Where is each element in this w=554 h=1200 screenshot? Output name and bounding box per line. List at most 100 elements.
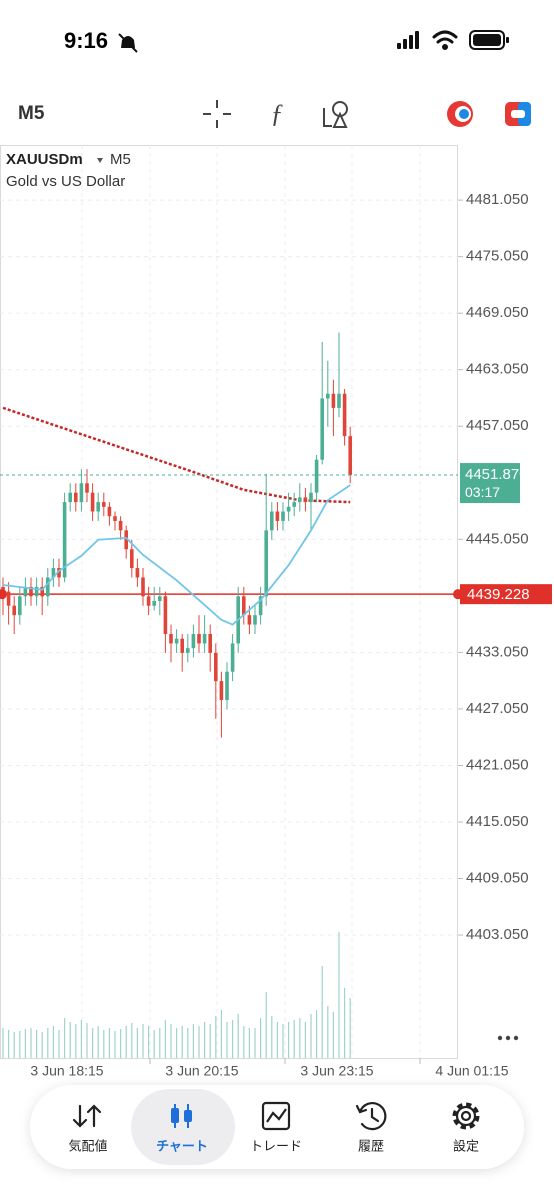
- mute-icon: [118, 33, 138, 53]
- candle-body: [286, 506, 291, 512]
- quotes-icon[interactable]: [72, 1104, 102, 1128]
- volume-bar: [24, 1029, 26, 1058]
- crosshair-button[interactable]: [203, 100, 231, 128]
- candle-body: [118, 520, 123, 531]
- candle-body: [46, 577, 50, 597]
- candle-body: [141, 577, 145, 597]
- volume-bar: [103, 1030, 105, 1058]
- volume-bar: [86, 1023, 88, 1058]
- volume-bar: [80, 1020, 82, 1058]
- candle-body: [309, 492, 313, 503]
- candle-body: [202, 634, 207, 644]
- symbol-dropdown[interactable]: [97, 158, 103, 163]
- current-price-label: 4451.870: [465, 466, 528, 483]
- clock: 9:16: [64, 28, 108, 53]
- volume-bar: [271, 1016, 273, 1058]
- candle-body: [320, 398, 324, 460]
- volume-bar: [220, 1010, 222, 1058]
- volume-bar: [97, 1026, 99, 1058]
- candle-body: [23, 586, 28, 597]
- volume-bar: [8, 1030, 10, 1058]
- candle-body: [74, 492, 78, 503]
- candle-body: [62, 502, 67, 578]
- volume-bar: [215, 1016, 217, 1058]
- candle-body: [51, 568, 56, 578]
- volume-bar: [125, 1026, 127, 1058]
- candle-body: [107, 506, 112, 517]
- candle-body: [292, 502, 296, 507]
- volume-bar: [52, 1026, 54, 1058]
- layout-button[interactable]: [505, 102, 531, 126]
- candle-body: [326, 393, 330, 399]
- trade-button[interactable]: [447, 101, 473, 127]
- volume-bar: [265, 992, 267, 1058]
- y-tick-label: 4475.050: [466, 248, 529, 265]
- candle-body: [225, 671, 229, 700]
- candle-body: [247, 615, 252, 625]
- candle-body: [29, 586, 33, 597]
- trade-icon[interactable]: [261, 1101, 291, 1131]
- volume-bar: [338, 932, 340, 1058]
- volume-bar: [304, 1022, 306, 1058]
- volume-bar: [316, 1010, 318, 1058]
- volume-bar: [198, 1026, 200, 1058]
- y-tick-label: 4457.050: [466, 417, 529, 434]
- candle-body: [18, 596, 22, 616]
- chart-icon[interactable]: [171, 1104, 192, 1128]
- candle-body: [169, 634, 173, 644]
- candle-body: [158, 596, 162, 602]
- volume-bar: [2, 1028, 4, 1058]
- objects-button[interactable]: [323, 101, 348, 128]
- volume-bar: [19, 1031, 21, 1058]
- candle-body: [253, 615, 257, 625]
- settings-icon[interactable]: [452, 1102, 480, 1130]
- volume-bar: [13, 1032, 15, 1058]
- volume-bar: [41, 1032, 43, 1058]
- volume-bar: [232, 1020, 234, 1058]
- volume-bar: [243, 1026, 245, 1058]
- candle-body: [163, 596, 168, 635]
- battery-icon: [469, 30, 509, 50]
- signal-icon: [397, 31, 419, 49]
- volume-bar: [181, 1026, 183, 1058]
- candle-body: [12, 605, 16, 616]
- candle-body: [331, 393, 336, 408]
- candle-body: [197, 634, 201, 644]
- volume-bar: [248, 1028, 250, 1058]
- candle-body: [146, 596, 151, 606]
- candle-body: [85, 483, 89, 493]
- countdown: 03:17: [465, 484, 500, 500]
- volume-bar: [58, 1030, 60, 1058]
- history-icon[interactable]: [355, 1102, 387, 1131]
- y-tick-label: 4403.050: [466, 926, 529, 943]
- more-button[interactable]: [497, 1035, 519, 1041]
- y-tick-label: 4469.050: [466, 304, 529, 321]
- candle-body: [6, 591, 11, 606]
- volume-bar: [75, 1024, 77, 1058]
- current-price-bg: [460, 463, 520, 504]
- symbol-description: Gold vs US Dollar: [6, 173, 125, 190]
- candle-body: [57, 568, 61, 578]
- volume-bar: [69, 1022, 71, 1058]
- y-tick-label: 4445.050: [466, 530, 529, 547]
- indicators-button[interactable]: ƒ: [271, 99, 284, 128]
- level-handle: [453, 589, 463, 600]
- volume-bar: [136, 1028, 138, 1058]
- candle-body: [90, 492, 95, 512]
- volume-bar: [47, 1028, 49, 1058]
- volume-bar: [164, 1020, 166, 1058]
- y-tick-label: 4433.050: [466, 643, 529, 660]
- volume-bar: [159, 1028, 161, 1058]
- volume-bar: [209, 1024, 211, 1058]
- volume-bar: [327, 1006, 329, 1058]
- candle-body: [135, 568, 140, 578]
- y-tick-label: 4463.050: [466, 361, 529, 378]
- timeframe-button[interactable]: M5: [18, 103, 45, 124]
- fast-ma-line: [2, 484, 351, 626]
- time-label: 3 Jun 18:15: [30, 1063, 103, 1079]
- candle-body: [79, 483, 84, 503]
- candle-body: [337, 393, 341, 408]
- candle-body: [96, 502, 100, 512]
